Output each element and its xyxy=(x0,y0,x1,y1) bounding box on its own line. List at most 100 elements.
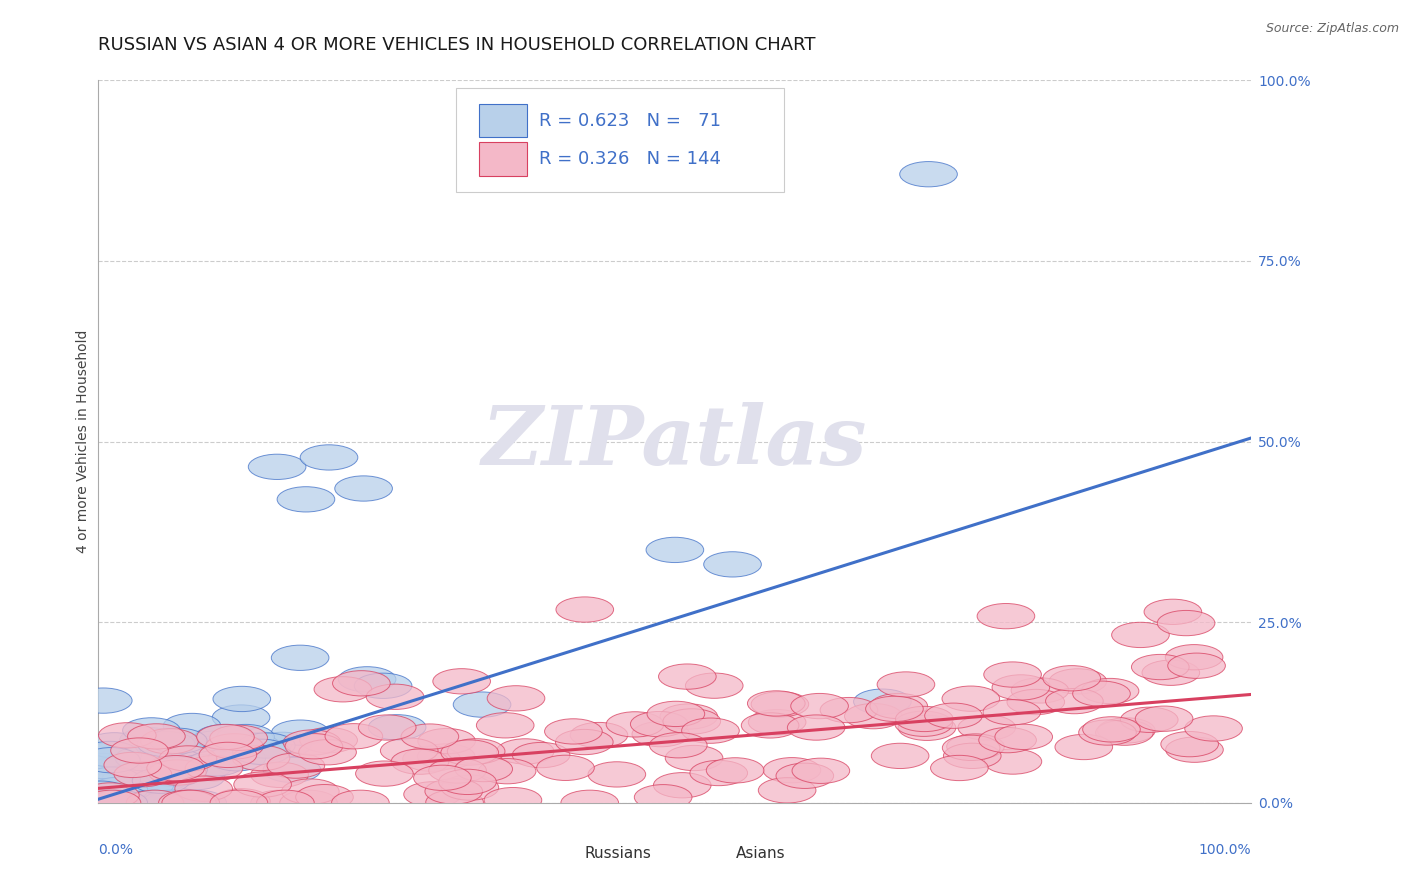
Ellipse shape xyxy=(571,723,628,747)
Ellipse shape xyxy=(368,714,426,740)
Ellipse shape xyxy=(1168,653,1226,679)
Ellipse shape xyxy=(83,767,141,793)
Ellipse shape xyxy=(478,758,536,784)
Ellipse shape xyxy=(131,766,188,792)
Ellipse shape xyxy=(212,686,270,712)
Ellipse shape xyxy=(212,705,270,731)
Ellipse shape xyxy=(787,714,845,740)
Text: Russians: Russians xyxy=(585,846,652,861)
Ellipse shape xyxy=(1142,660,1199,685)
Ellipse shape xyxy=(704,552,762,577)
Ellipse shape xyxy=(76,774,134,800)
Ellipse shape xyxy=(271,720,329,746)
Ellipse shape xyxy=(1166,737,1223,763)
Ellipse shape xyxy=(665,746,723,771)
Ellipse shape xyxy=(751,691,808,717)
Ellipse shape xyxy=(942,735,1000,761)
Ellipse shape xyxy=(1078,720,1136,745)
Ellipse shape xyxy=(325,723,382,749)
Ellipse shape xyxy=(280,790,337,815)
Ellipse shape xyxy=(748,690,806,716)
Ellipse shape xyxy=(124,790,181,815)
Ellipse shape xyxy=(90,777,148,803)
Ellipse shape xyxy=(659,704,717,729)
Ellipse shape xyxy=(418,729,475,754)
Ellipse shape xyxy=(217,724,274,749)
Ellipse shape xyxy=(391,749,449,774)
Ellipse shape xyxy=(200,742,257,767)
Ellipse shape xyxy=(588,762,645,787)
Ellipse shape xyxy=(690,760,748,786)
Ellipse shape xyxy=(402,746,460,772)
Ellipse shape xyxy=(285,733,343,759)
Ellipse shape xyxy=(453,692,510,717)
Ellipse shape xyxy=(1157,610,1215,636)
Ellipse shape xyxy=(484,788,541,813)
Ellipse shape xyxy=(111,790,169,815)
Ellipse shape xyxy=(98,723,156,748)
Ellipse shape xyxy=(1081,679,1139,704)
Ellipse shape xyxy=(512,742,569,768)
Ellipse shape xyxy=(76,790,134,815)
Ellipse shape xyxy=(232,739,290,764)
Ellipse shape xyxy=(1135,706,1192,731)
Ellipse shape xyxy=(1166,645,1223,670)
Text: 0.0%: 0.0% xyxy=(98,843,134,856)
Ellipse shape xyxy=(995,724,1053,749)
Ellipse shape xyxy=(187,751,245,776)
Ellipse shape xyxy=(537,756,595,780)
Ellipse shape xyxy=(1161,731,1219,756)
Ellipse shape xyxy=(195,724,253,750)
Ellipse shape xyxy=(332,790,389,815)
Ellipse shape xyxy=(776,764,834,789)
Ellipse shape xyxy=(101,790,159,815)
Ellipse shape xyxy=(1121,707,1178,732)
Ellipse shape xyxy=(983,699,1040,725)
Ellipse shape xyxy=(100,752,157,778)
Ellipse shape xyxy=(186,756,243,780)
Text: Source: ZipAtlas.com: Source: ZipAtlas.com xyxy=(1265,22,1399,36)
Ellipse shape xyxy=(162,790,219,815)
Ellipse shape xyxy=(277,487,335,512)
Ellipse shape xyxy=(647,701,704,726)
Ellipse shape xyxy=(174,755,232,780)
Ellipse shape xyxy=(89,790,146,815)
Ellipse shape xyxy=(946,734,1004,759)
Ellipse shape xyxy=(205,734,263,759)
Ellipse shape xyxy=(75,688,132,714)
Ellipse shape xyxy=(75,754,132,779)
Ellipse shape xyxy=(115,746,173,771)
Ellipse shape xyxy=(758,778,815,803)
Ellipse shape xyxy=(86,732,143,758)
Ellipse shape xyxy=(128,723,186,749)
Ellipse shape xyxy=(169,790,226,815)
Ellipse shape xyxy=(256,790,314,815)
Ellipse shape xyxy=(1144,599,1202,624)
Ellipse shape xyxy=(283,730,340,756)
Ellipse shape xyxy=(148,790,205,815)
Ellipse shape xyxy=(238,733,295,758)
Ellipse shape xyxy=(820,698,877,723)
Ellipse shape xyxy=(433,669,491,694)
Ellipse shape xyxy=(117,772,174,797)
FancyBboxPatch shape xyxy=(479,143,527,176)
Ellipse shape xyxy=(366,684,423,709)
Ellipse shape xyxy=(209,790,267,815)
Ellipse shape xyxy=(104,752,162,778)
Ellipse shape xyxy=(267,753,325,778)
Ellipse shape xyxy=(1095,720,1153,746)
Ellipse shape xyxy=(957,715,1015,740)
Ellipse shape xyxy=(250,790,308,815)
Ellipse shape xyxy=(1083,716,1140,742)
Ellipse shape xyxy=(1043,665,1101,691)
Text: 100.0%: 100.0% xyxy=(1199,843,1251,856)
Ellipse shape xyxy=(401,724,458,749)
Ellipse shape xyxy=(298,739,356,765)
Ellipse shape xyxy=(76,790,134,815)
Ellipse shape xyxy=(90,790,148,815)
Ellipse shape xyxy=(359,714,416,740)
Ellipse shape xyxy=(790,693,848,719)
FancyBboxPatch shape xyxy=(696,842,730,865)
Ellipse shape xyxy=(439,769,496,795)
Ellipse shape xyxy=(84,758,142,783)
